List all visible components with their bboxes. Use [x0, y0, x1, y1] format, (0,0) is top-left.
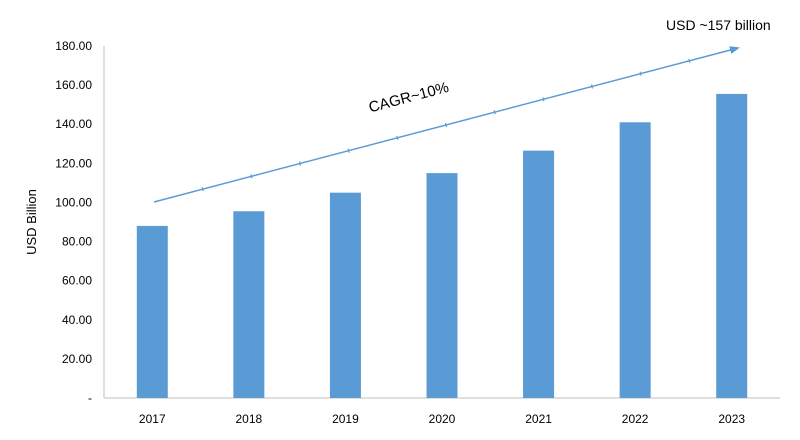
y-tick-label: 160.00 [55, 78, 92, 92]
x-tick-labels: 2017 2018 2019 2020 2021 2022 2023 [139, 412, 745, 426]
trend-tick [444, 122, 448, 128]
x-tick-label-2020: 2020 [429, 412, 456, 426]
y-tick-label: - [88, 391, 92, 405]
trend-tick [298, 161, 302, 166]
cagr-annotation: CAGR~10% [367, 79, 451, 116]
x-tick-label-2023: 2023 [718, 412, 745, 426]
x-tick-label-2022: 2022 [622, 412, 649, 426]
trend-tick [493, 110, 496, 115]
y-tick-label: 140.00 [55, 117, 92, 131]
bar-2020 [426, 173, 458, 398]
y-tick-label: 100.00 [55, 195, 92, 209]
trend-tick [542, 97, 545, 102]
end-value-annotation: USD ~157 billion [666, 17, 771, 33]
trend-tick [396, 135, 399, 140]
y-tick-label: 180.00 [55, 39, 92, 53]
bar-2022 [619, 122, 651, 399]
x-tick-label-2018: 2018 [236, 412, 263, 426]
bar-2021 [523, 150, 555, 398]
y-axis-label: USD Billion [24, 189, 39, 255]
y-tick-label: 80.00 [62, 235, 92, 249]
trend-tick [639, 71, 642, 76]
y-tick-label: 120.00 [55, 156, 92, 170]
bar-2018 [233, 211, 265, 398]
trend-tick [347, 148, 350, 153]
trend-tick [688, 58, 691, 63]
bar-2017 [136, 225, 168, 398]
trend-arrow [153, 46, 740, 203]
trend-tick-marks [201, 58, 691, 192]
y-tick-label: 60.00 [62, 274, 92, 288]
trend-tick [250, 174, 253, 179]
bar-2019 [329, 192, 361, 398]
trend-tick [201, 187, 204, 192]
trend-tick [590, 84, 594, 89]
bar-series [136, 93, 748, 399]
y-tick-label: 40.00 [62, 313, 92, 327]
x-tick-label-2019: 2019 [332, 412, 359, 426]
x-tick-label-2021: 2021 [525, 412, 552, 426]
y-tick-label: 20.00 [62, 352, 92, 366]
x-tick-label-2017: 2017 [139, 412, 166, 426]
y-tick-labels: - 20.00 40.00 60.00 80.00 100.00 120.00 140.00 1… [55, 39, 92, 405]
bar-2023 [716, 93, 748, 399]
